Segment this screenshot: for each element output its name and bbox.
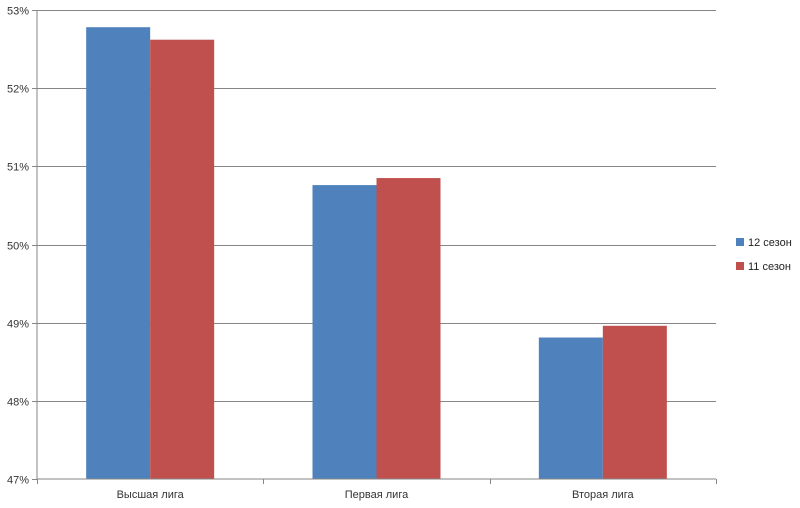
axes: [32, 10, 717, 484]
y-tick-label: 53%: [7, 6, 29, 18]
y-tick-label: 50%: [7, 241, 29, 253]
y-tick-label: 51%: [7, 162, 29, 174]
bar-series1: [86, 27, 151, 480]
y-axis-tick-labels: 47% 48% 49% 50% 51% 52% 53%: [7, 6, 29, 487]
bars: [86, 27, 667, 480]
bar-series2: [376, 178, 441, 479]
y-tick-label: 47%: [7, 475, 29, 487]
legend-label: 12 сезон: [748, 237, 792, 249]
legend: 12 сезон 11 сезон: [736, 237, 792, 273]
bar-series2: [150, 39, 215, 479]
y-tick-label: 52%: [7, 84, 29, 96]
x-tick-label: Вторая лига: [572, 489, 635, 501]
y-tick-label: 49%: [7, 319, 29, 331]
x-axis-tick-labels: Высшая лига Первая лига Вторая лига: [117, 489, 635, 501]
x-tick-label: Высшая лига: [117, 489, 185, 501]
legend-swatch: [736, 238, 744, 246]
y-tick-label: 48%: [7, 397, 29, 409]
bar-series2: [602, 325, 667, 479]
legend-swatch: [736, 262, 744, 270]
bar-series1: [538, 337, 603, 479]
x-tick-label: Первая лига: [345, 489, 409, 501]
bar-series1: [312, 185, 377, 480]
legend-label: 11 сезон: [748, 261, 791, 273]
